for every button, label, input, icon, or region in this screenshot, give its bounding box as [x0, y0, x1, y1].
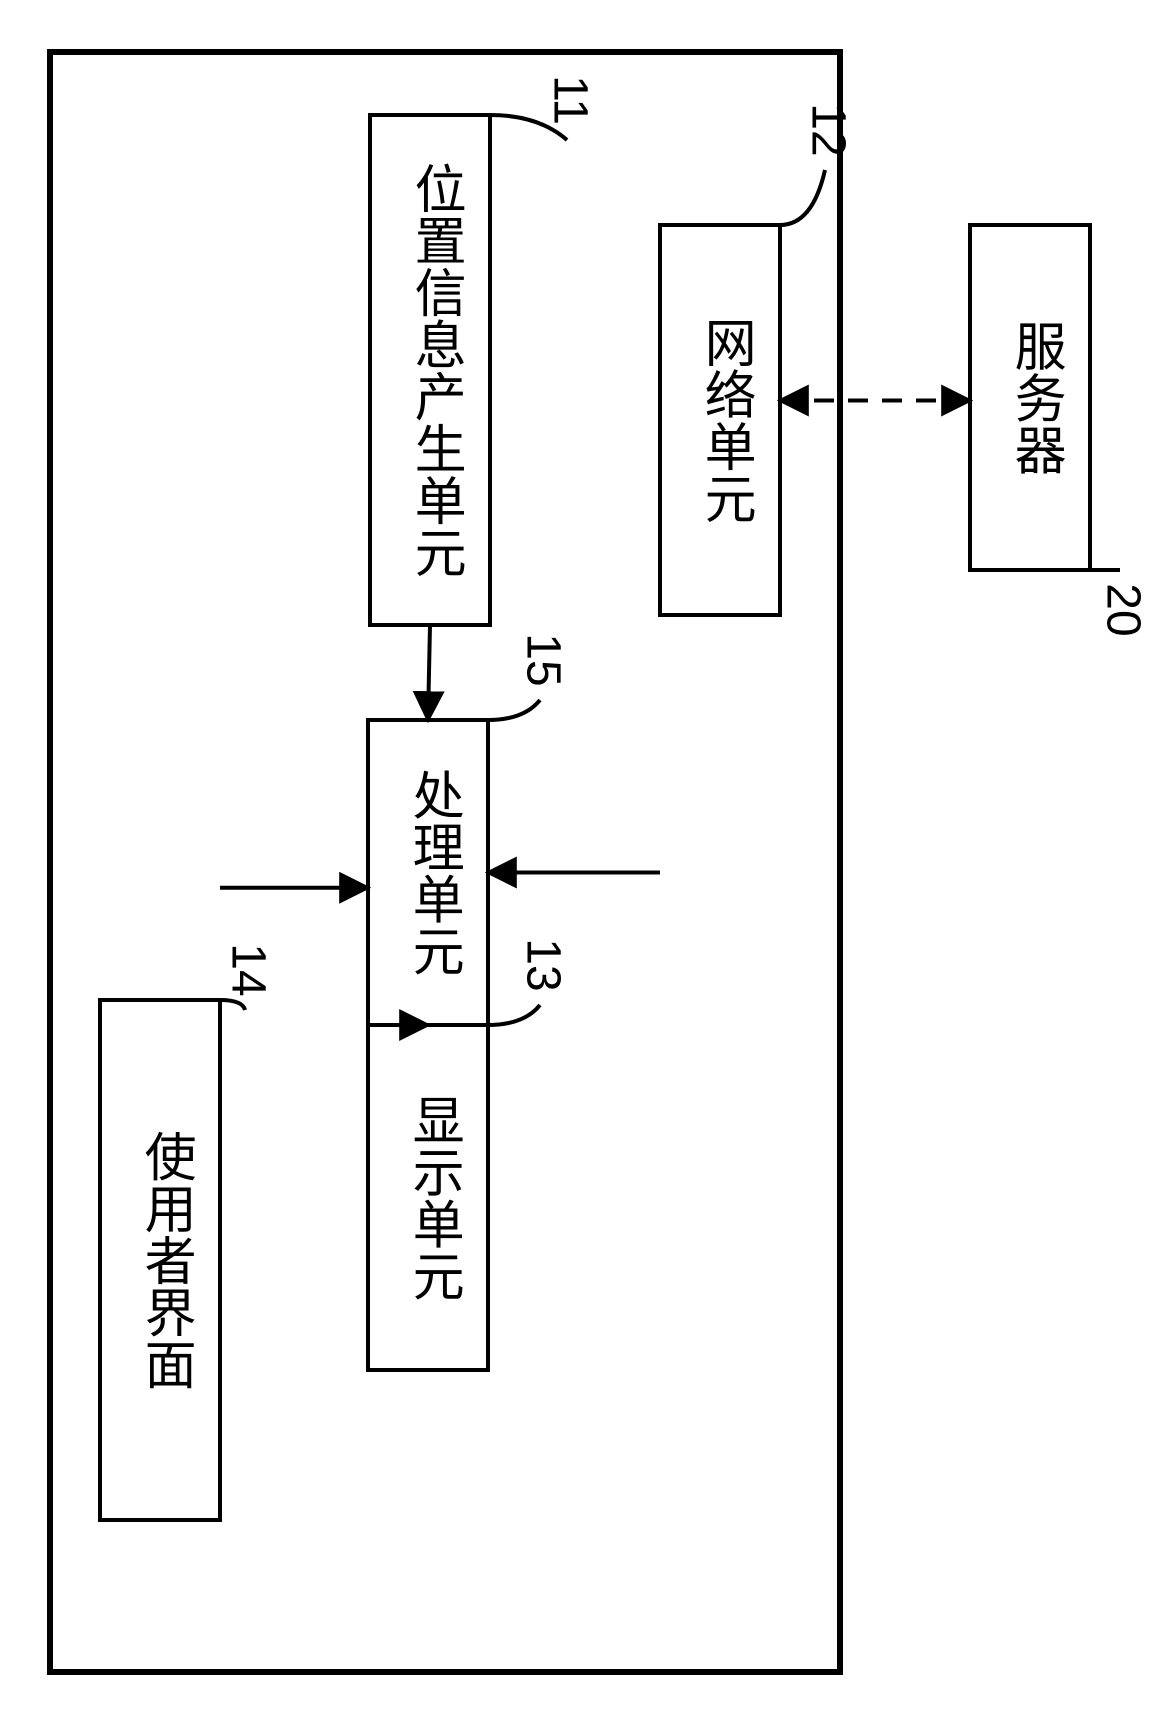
node-label-n13: 显示单元: [404, 1094, 463, 1302]
node-id-n20: 20: [1096, 583, 1149, 636]
node-label-n14: 使用者界面: [136, 1130, 195, 1390]
node-id-n15: 15: [516, 633, 569, 686]
node-label-n15: 处理单元: [404, 769, 463, 977]
node-id-n14: 14: [221, 943, 274, 996]
node-id-n12: 12: [801, 103, 854, 156]
node-label-n11: 位置信息产生单元: [406, 162, 465, 578]
node-id-n13: 13: [516, 938, 569, 991]
node-n20: 服务器 20: [970, 225, 1149, 637]
node-id-n11: 11: [543, 75, 596, 125]
edge-n11-n15: [428, 625, 430, 720]
diagram-canvas: 位置信息产生单元 11 网络单元 12 显示单元 13 使用者界面 14 处理单元 15 服务器 20: [0, 0, 1158, 1733]
node-label-n12: 网络单元: [696, 316, 755, 524]
node-label-n20: 服务器: [1006, 320, 1065, 476]
